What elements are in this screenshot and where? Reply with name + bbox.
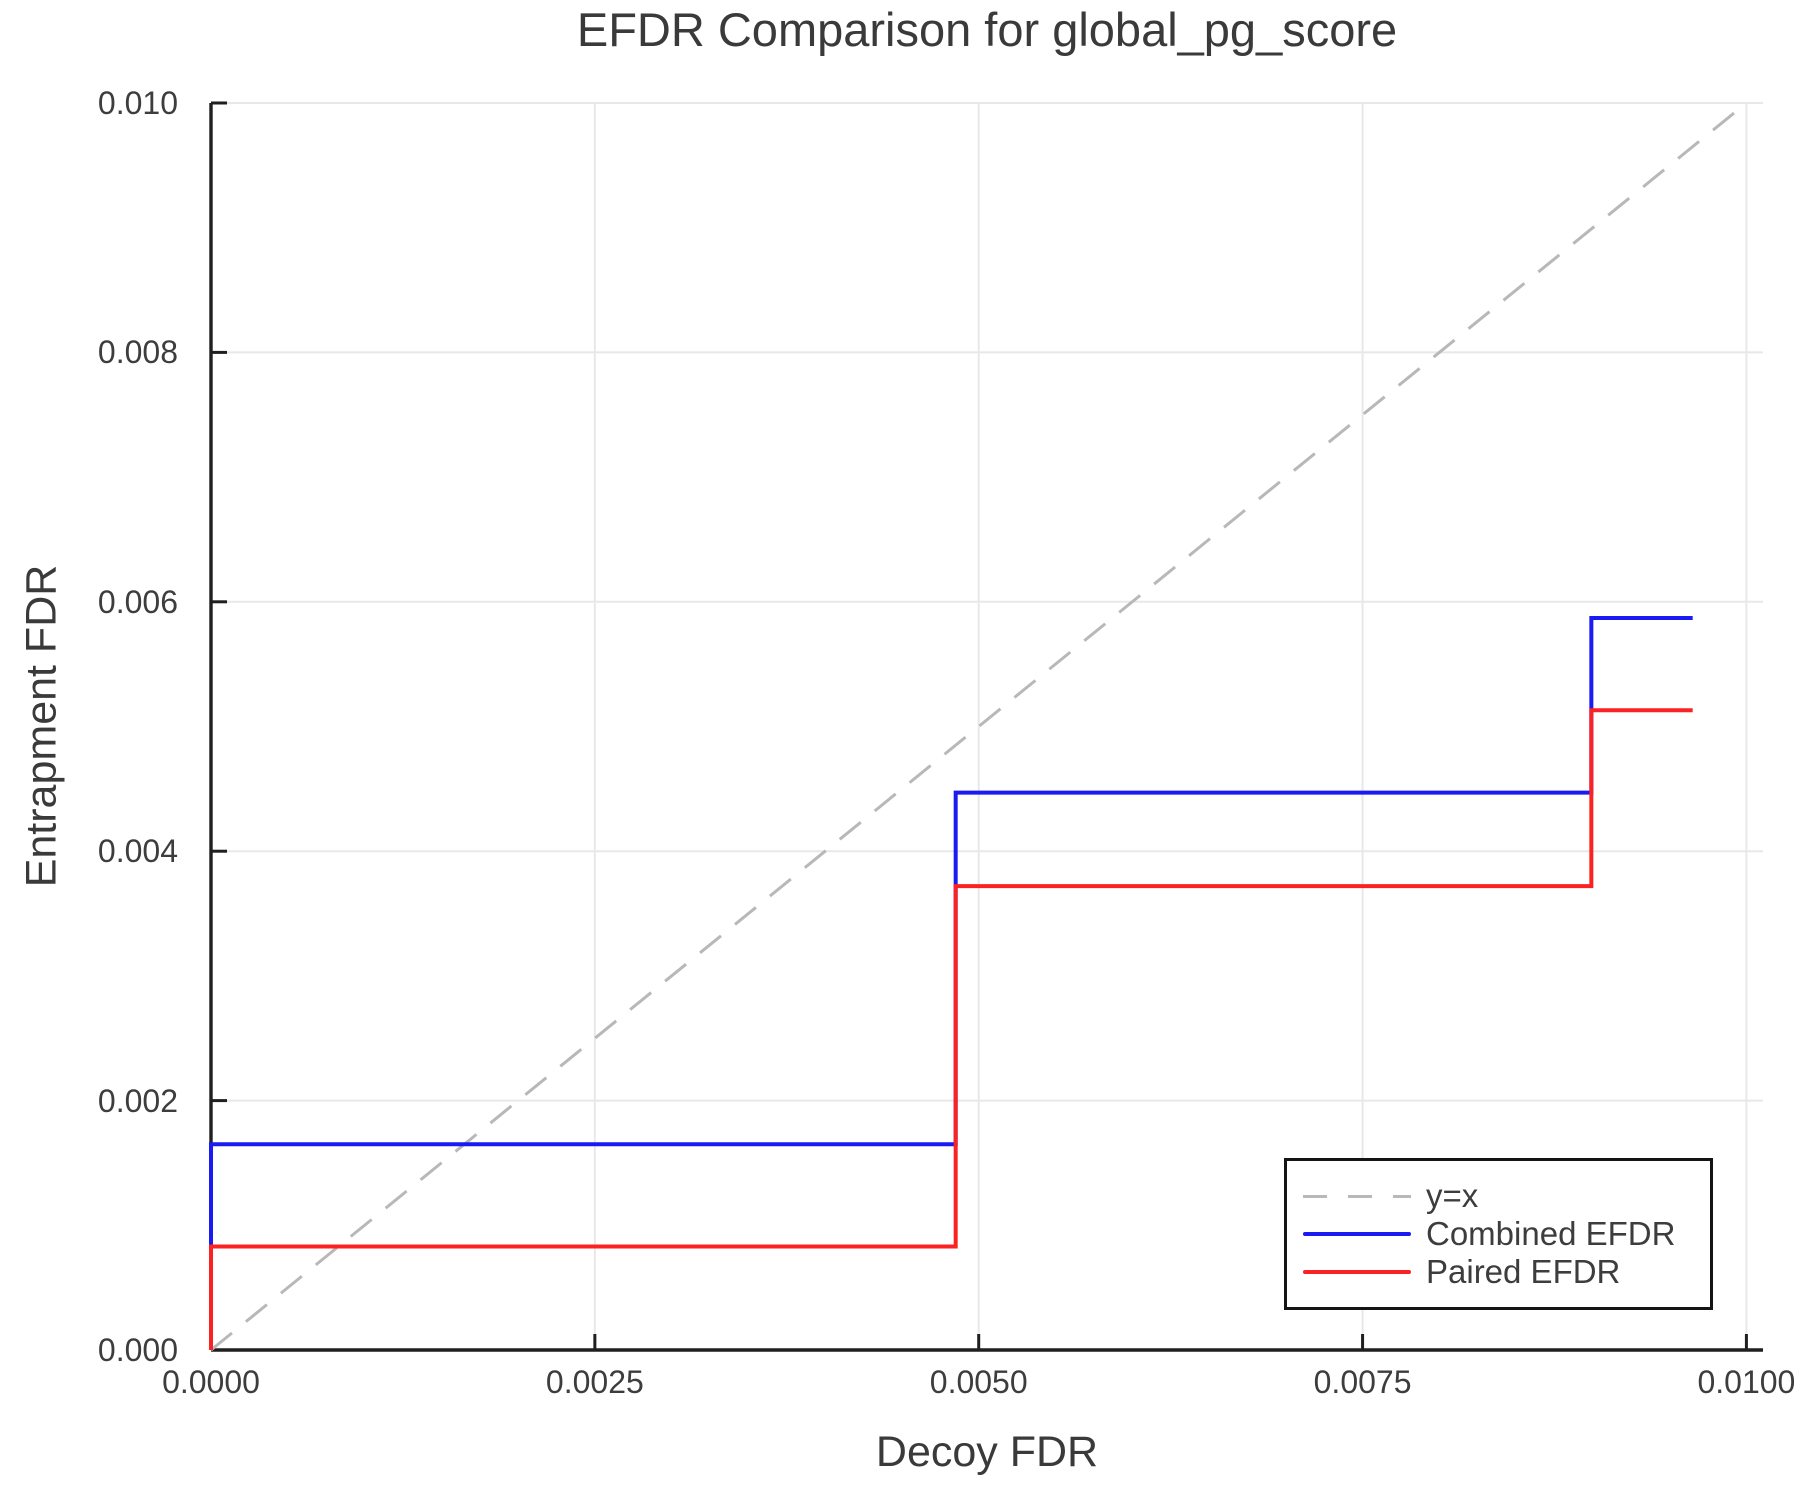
series-line-paired-efdr [209,708,1693,1350]
x-tick-label: 0.0075 [1313,1364,1412,1400]
legend-item-paired-efdr: Paired EFDR [1303,1253,1710,1291]
x-tick-label: 0.0025 [545,1364,644,1400]
red-line-sample [1303,1270,1411,1274]
legend-item-combined-efdr: Combined EFDR [1303,1215,1710,1253]
y-tick-label: 0.008 [97,334,178,371]
legend-label: Paired EFDR [1426,1253,1621,1290]
legend-label: y=x [1426,1177,1479,1214]
legend: y=x Combined EFDR Paired EFDR [1284,1158,1713,1310]
x-tick-label: 0.0050 [929,1364,1028,1400]
legend-item-yx: y=x [1303,1177,1710,1215]
y-tick-label: 0.006 [97,583,178,620]
y-axis-label: Entrapment FDR [17,564,66,888]
x-tick-label: 0.0100 [1697,1364,1796,1400]
y-tick-label: 0.002 [97,1082,178,1119]
y-axis-tick-labels: 0.000 0.002 0.004 0.006 0.008 0.010 [0,0,178,1500]
x-axis-label: Decoy FDR [875,1428,1099,1476]
x-tick-label: 0.0000 [162,1364,260,1400]
plot-area [209,101,1763,1352]
blue-line-sample [1303,1232,1411,1236]
y-tick-label: 0.010 [97,85,178,121]
y-tick-label: 0.004 [97,833,178,870]
x-axis-tick-labels: 0.0000 0.0025 0.0050 0.0075 0.0100 [162,1364,1795,1406]
plot-canvas [209,101,1763,1352]
series-line-y-x [210,101,1748,1352]
series-line-combined-efdr [209,616,1693,1350]
legend-label: Combined EFDR [1426,1215,1676,1252]
y-tick-label: 0.000 [97,1332,178,1368]
chart-title: EFDR Comparison for global_pg_score [576,3,1398,56]
dashed-line-sample [1303,1194,1411,1198]
